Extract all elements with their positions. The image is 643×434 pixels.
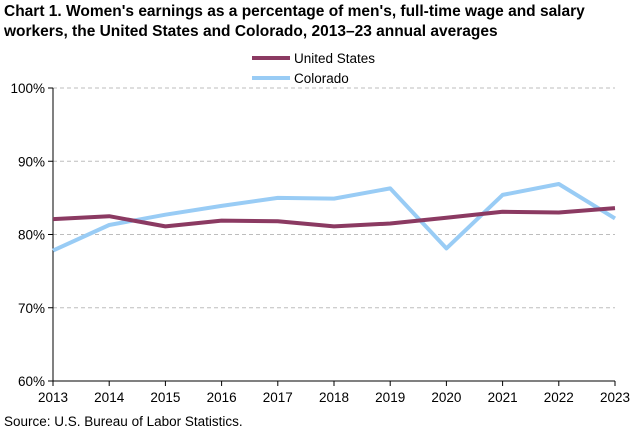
series-line-colorado <box>52 182 617 253</box>
x-tick-label: 2017 <box>263 390 293 405</box>
x-tick-label: 2022 <box>544 390 574 405</box>
chart-title: Chart 1. Women's earnings as a percentag… <box>4 3 585 40</box>
y-tick-label: 70% <box>18 301 45 316</box>
legend-label-colorado: Colorado <box>294 71 349 86</box>
x-tick-label: 2021 <box>488 390 518 405</box>
legend-label-united-states: United States <box>294 51 375 66</box>
x-tick-label: 2020 <box>431 390 461 405</box>
y-tick-label: 90% <box>18 154 45 169</box>
x-tick-label: 2013 <box>38 390 68 405</box>
x-tick-label: 2015 <box>150 390 180 405</box>
legend: United States Colorado <box>252 51 375 86</box>
series-lines <box>52 182 617 253</box>
series-line-united-states <box>52 206 616 229</box>
source-note: Source: U.S. Bureau of Labor Statistics. <box>4 414 243 429</box>
y-tick-label: 60% <box>18 374 45 389</box>
y-tick-label: 100% <box>10 81 45 96</box>
gridlines <box>53 87 615 309</box>
y-tick-labels: 60% 70% 80% 90% 100% <box>10 81 45 389</box>
x-tick-label: 2019 <box>375 390 405 405</box>
y-tick-label: 80% <box>18 228 45 243</box>
x-tick-label: 2016 <box>207 390 237 405</box>
x-tick-label: 2018 <box>319 390 349 405</box>
x-tick-labels: 2013 2014 2015 2016 2017 2018 2019 2020 2021 2022… <box>38 390 630 405</box>
axes <box>48 87 616 386</box>
x-tick-label: 2023 <box>600 390 630 405</box>
x-tick-label: 2014 <box>94 390 125 405</box>
